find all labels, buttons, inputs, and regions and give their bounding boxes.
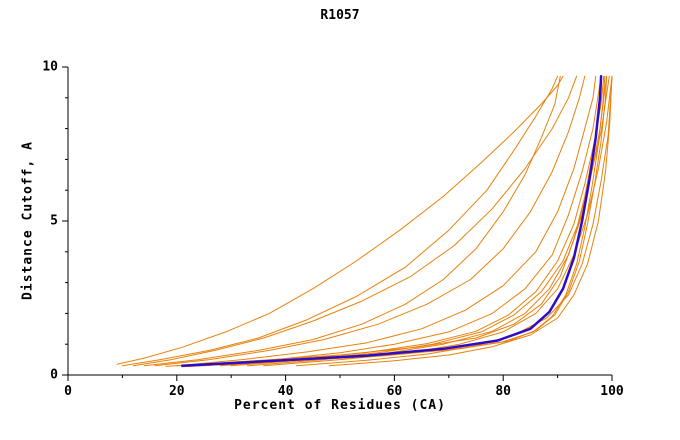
curve-model-10 (187, 75, 608, 367)
x-tick-label: 0 (64, 384, 72, 399)
y-tick-label: 10 (42, 59, 58, 75)
y-tick-label: 0 (50, 367, 58, 383)
curve-model-04 (176, 75, 597, 367)
curve-model-03 (154, 75, 586, 367)
x-tick-label: 60 (386, 384, 403, 399)
curve-model-13 (121, 75, 559, 367)
curve-model-09 (328, 75, 613, 367)
curve-model-08 (296, 75, 613, 367)
x-tick-label: 80 (495, 384, 512, 399)
x-tick-label: 20 (168, 384, 185, 399)
curve-best-model (180, 74, 603, 368)
curve-model-02 (132, 75, 578, 367)
x-tick-label: 100 (600, 384, 624, 399)
y-axis-label: Distance Cutoff, A (20, 141, 36, 300)
chart-title: R1057 (320, 8, 360, 23)
x-tick-label: 40 (277, 384, 294, 399)
curve-model-12 (143, 75, 561, 367)
y-tick-label: 5 (50, 213, 58, 229)
x-axis-label: Percent of Residues (CA) (234, 398, 446, 413)
curve-model-05 (203, 75, 602, 367)
curve-model-01 (116, 75, 564, 365)
